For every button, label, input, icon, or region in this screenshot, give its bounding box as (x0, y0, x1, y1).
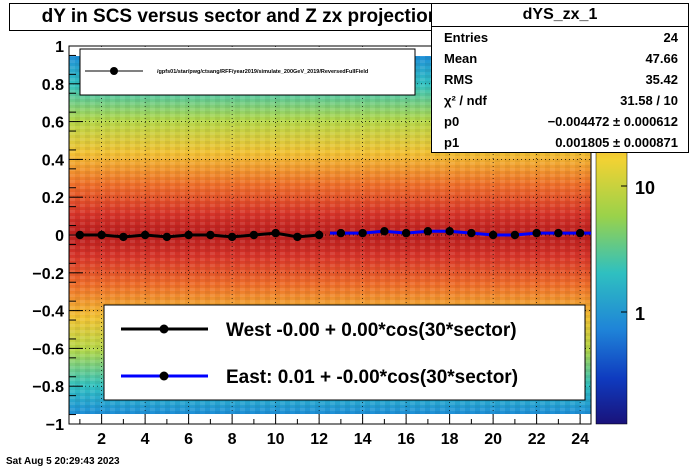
x-tick-label: 2 (97, 431, 106, 448)
y-tick-label: −0.8 (32, 379, 64, 396)
x-tick-label: 12 (310, 431, 328, 448)
stats-key: Mean (444, 51, 478, 66)
bottom-legend (103, 304, 586, 401)
colorbar-label-1: 1 (635, 304, 645, 324)
data-point (336, 228, 346, 238)
y-tick-label: −0.4 (32, 304, 64, 321)
data-point (184, 230, 193, 240)
data-point (249, 230, 259, 240)
stats-key: p1 (444, 135, 460, 150)
data-point (140, 230, 150, 240)
x-tick-label: 20 (484, 431, 502, 448)
data-point (488, 230, 498, 240)
y-tick-label: 1 (55, 39, 64, 56)
x-tick-label: 6 (184, 431, 193, 448)
timestamp: Sat Aug 5 20:29:43 2023 (6, 456, 120, 467)
stats-row-chi2: χ² / ndf 31.58 / 10 (432, 90, 688, 111)
data-point (575, 228, 585, 238)
chart-title: dY in SCS versus sector and Z zx project… (9, 3, 472, 31)
stats-value: 31.58 / 10 (620, 93, 678, 108)
data-point (423, 227, 433, 236)
y-tick-label: −0.6 (32, 341, 64, 358)
top-legend-label: /gpfs01/star/pwg/ctsang/RFF/year2019/sim… (157, 69, 368, 75)
y-tick-label: 0.4 (42, 152, 64, 169)
x-tick-label: 14 (354, 431, 372, 448)
legend-west-label: West -0.00 + 0.00*cos(30*sector) (226, 320, 517, 341)
stats-box: dYS_zx_1 Entries 24 Mean 47.66 RMS 35.42 χ²… (431, 3, 689, 153)
data-point (119, 232, 128, 242)
data-point (227, 232, 237, 242)
y-tick-label: 0.8 (42, 77, 64, 94)
x-tick-label: 10 (267, 431, 285, 448)
east-series-points (336, 227, 585, 240)
stats-key: Entries (444, 30, 489, 45)
data-point (271, 228, 280, 238)
stats-row-entries: Entries 24 (432, 27, 688, 48)
x-axis: 2 4 6 8 10 12 14 16 18 20 22 24 (79, 414, 589, 448)
stats-value: 24 (663, 30, 678, 45)
stats-key: χ² / ndf (444, 93, 487, 108)
y-tick-label: −0.2 (32, 266, 64, 283)
stats-row-p0: p0 −0.004472 ± 0.000612 (432, 111, 688, 132)
data-point (510, 230, 520, 240)
data-point (162, 232, 172, 242)
data-point (445, 227, 454, 236)
data-point (467, 228, 476, 238)
data-point (75, 230, 85, 240)
data-point (401, 228, 411, 238)
top-legend (79, 48, 416, 96)
y-tick-label: 0.6 (42, 115, 64, 132)
stats-value: 35.42 (645, 72, 678, 87)
stats-key: p0 (444, 114, 460, 129)
data-point (380, 227, 389, 236)
stats-value: 0.001805 ± 0.000871 (555, 135, 678, 150)
x-tick-label: 8 (228, 431, 237, 448)
y-tick-label: 0 (55, 228, 64, 245)
stats-row-mean: Mean 47.66 (432, 48, 688, 69)
data-point (554, 228, 563, 238)
data-point (97, 230, 106, 240)
west-series-points (75, 228, 324, 242)
y-axis: 1 0.8 0.6 0.4 0.2 0 −0.2 −0.4 −0.6 −0.8 −1 (32, 39, 83, 434)
data-point (358, 228, 367, 238)
legend-west-marker (159, 324, 169, 334)
legend-east-label: East: 0.01 + -0.00*cos(30*sector) (226, 367, 518, 388)
y-tick-label: 0.2 (42, 190, 64, 207)
top-legend-marker (110, 67, 118, 75)
stats-row-p1: p1 0.001805 ± 0.000871 (432, 132, 688, 153)
data-point (314, 230, 324, 240)
x-tick-label: 24 (571, 431, 589, 448)
stats-value: −0.004472 ± 0.000612 (547, 114, 678, 129)
stats-row-rms: RMS 35.42 (432, 69, 688, 90)
x-tick-label: 22 (528, 431, 546, 448)
x-tick-label: 18 (441, 431, 459, 448)
data-point (293, 232, 302, 242)
data-point (532, 228, 541, 238)
legend-east-marker (159, 371, 169, 381)
y-tick-label: −1 (46, 417, 64, 434)
x-tick-label: 16 (397, 431, 415, 448)
stats-key: RMS (444, 72, 473, 87)
data-point (206, 230, 215, 240)
stats-name: dYS_zx_1 (432, 4, 688, 27)
x-tick-label: 4 (141, 431, 150, 448)
colorbar-label-10: 10 (635, 178, 655, 198)
stats-value: 47.66 (645, 51, 678, 66)
